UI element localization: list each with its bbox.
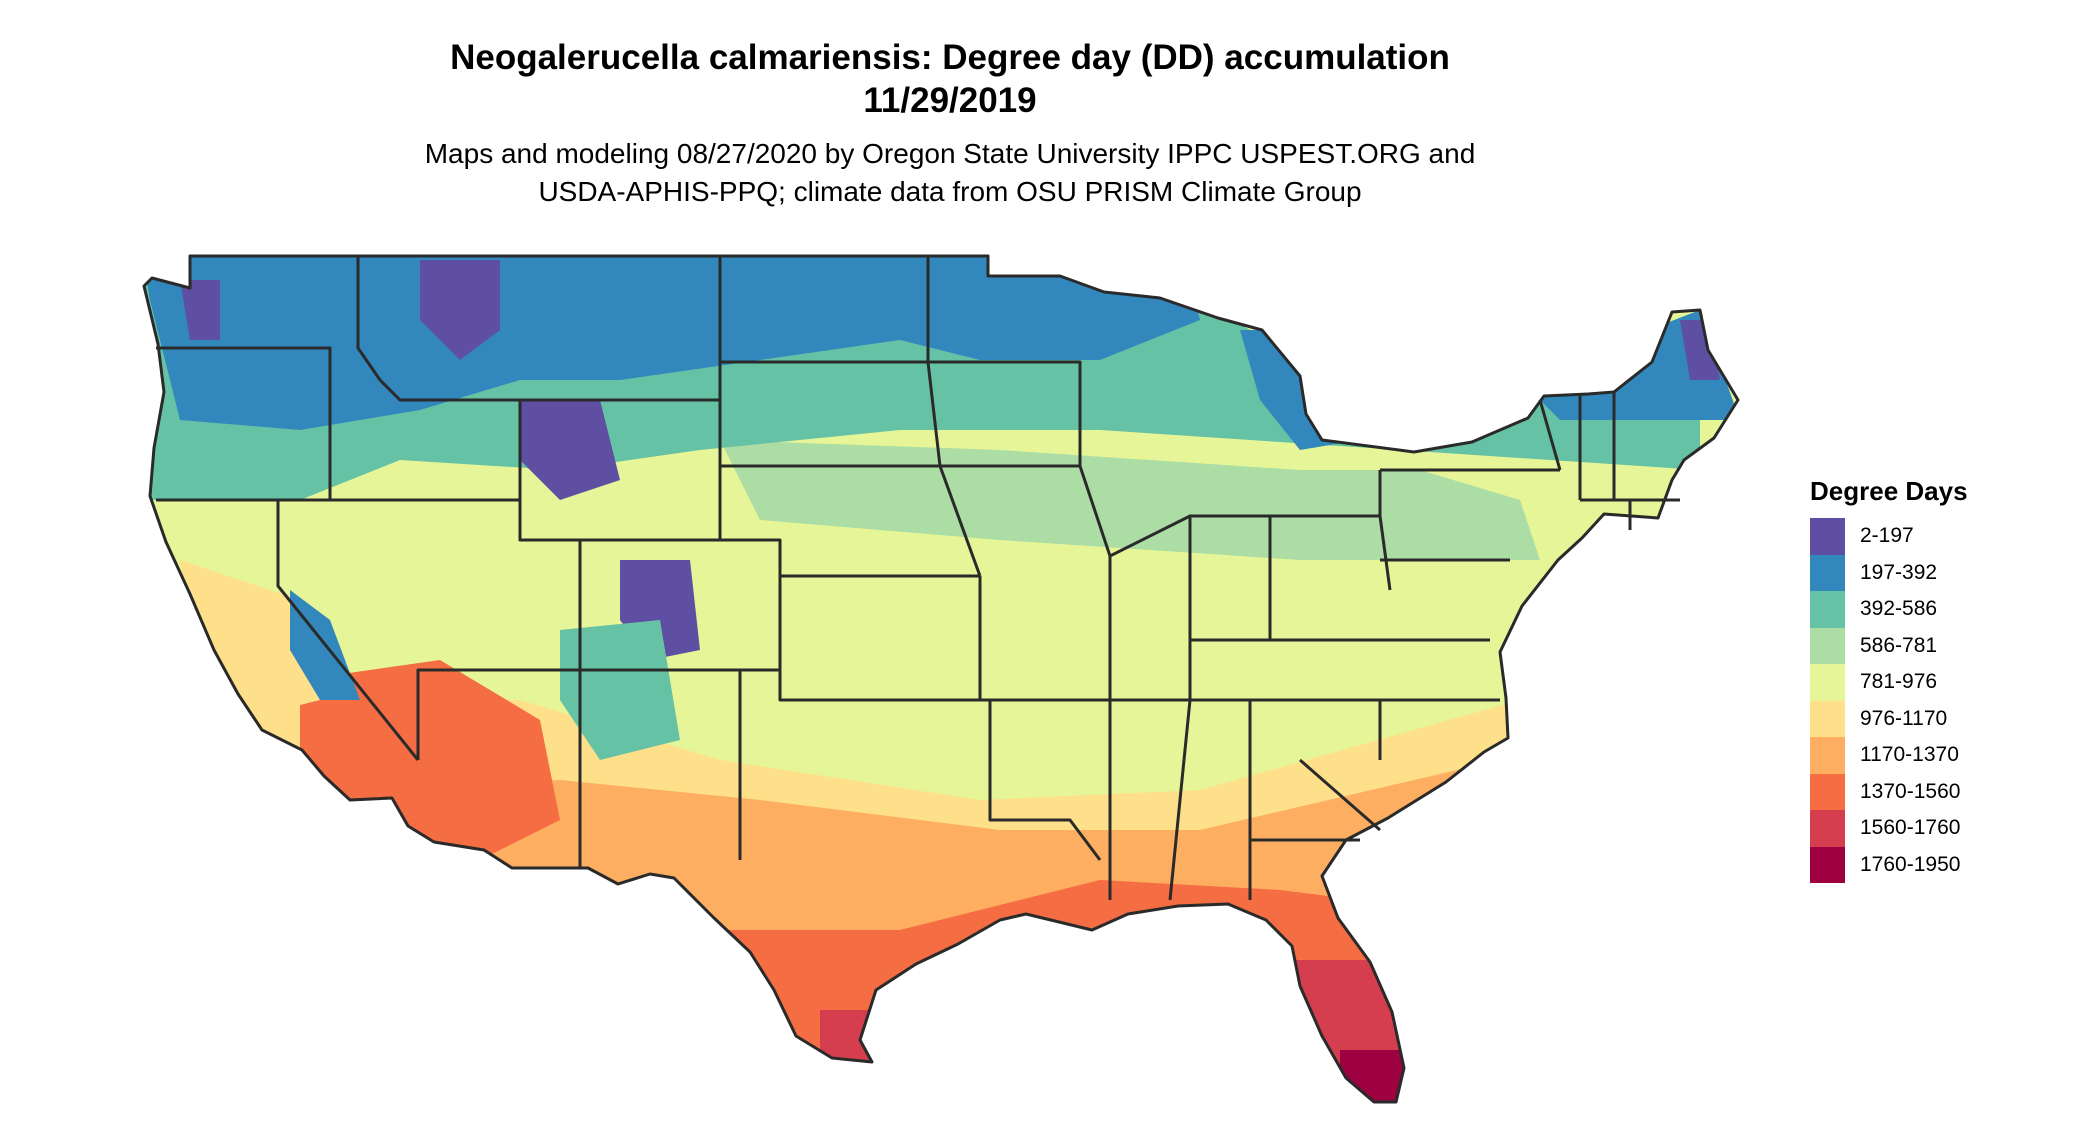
state-borders	[142, 254, 1740, 1104]
legend-label: 586-781	[1860, 633, 1938, 657]
legend-label: 197-392	[1860, 560, 1938, 584]
legend-swatch	[1810, 591, 1845, 628]
legend-item: 1370-1560	[1810, 773, 2070, 810]
legend-swatch	[1810, 627, 1845, 664]
legend-label: 1170-1370	[1860, 743, 1959, 767]
legend-item: 197-392	[1810, 554, 2070, 591]
legend-swatch	[1810, 664, 1845, 701]
legend-item: 392-586	[1810, 591, 2070, 628]
legend-item: 1760-1950	[1810, 846, 2070, 883]
legend-swatch	[1810, 554, 1845, 591]
legend-items: 2-197 197-392 392-586 586-781 781-976 976-117…	[1810, 518, 2070, 883]
map-legend: Degree Days 2-197 197-392 392-586 586-781 78…	[1810, 474, 2070, 883]
legend-swatch	[1810, 773, 1845, 810]
legend-label: 2-197	[1860, 524, 1914, 548]
map-credit-line-2: USDA-APHIS-PPQ; climate data from OSU PR…	[538, 176, 1362, 207]
legend-swatch	[1810, 846, 1845, 883]
map-date: 11/29/2019	[863, 81, 1037, 120]
legend-label: 976-1170	[1860, 706, 1948, 730]
legend-label: 781-976	[1860, 670, 1938, 694]
legend-title: Degree Days	[1810, 476, 1968, 506]
legend-label: 392-586	[1860, 597, 1938, 621]
legend-swatch	[1810, 810, 1845, 847]
legend-swatch	[1810, 700, 1845, 737]
legend-swatch	[1810, 737, 1845, 774]
map-title: Neogalerucella calmariensis: Degree day …	[450, 38, 1450, 77]
legend-item: 781-976	[1810, 664, 2070, 701]
legend-swatch	[1810, 518, 1845, 555]
legend-item: 1170-1370	[1810, 737, 2070, 774]
map-credit-line-1: Maps and modeling 08/27/2020 by Oregon S…	[424, 138, 1476, 169]
legend-item: 586-781	[1810, 627, 2070, 664]
legend-label: 1560-1760	[1860, 816, 1961, 840]
legend-label: 1760-1950	[1860, 852, 1961, 876]
legend-item: 1560-1760	[1810, 810, 2070, 847]
legend-item: 2-197	[1810, 518, 2070, 555]
legend-label: 1370-1560	[1860, 779, 1961, 803]
legend-item: 976-1170	[1810, 700, 2070, 737]
